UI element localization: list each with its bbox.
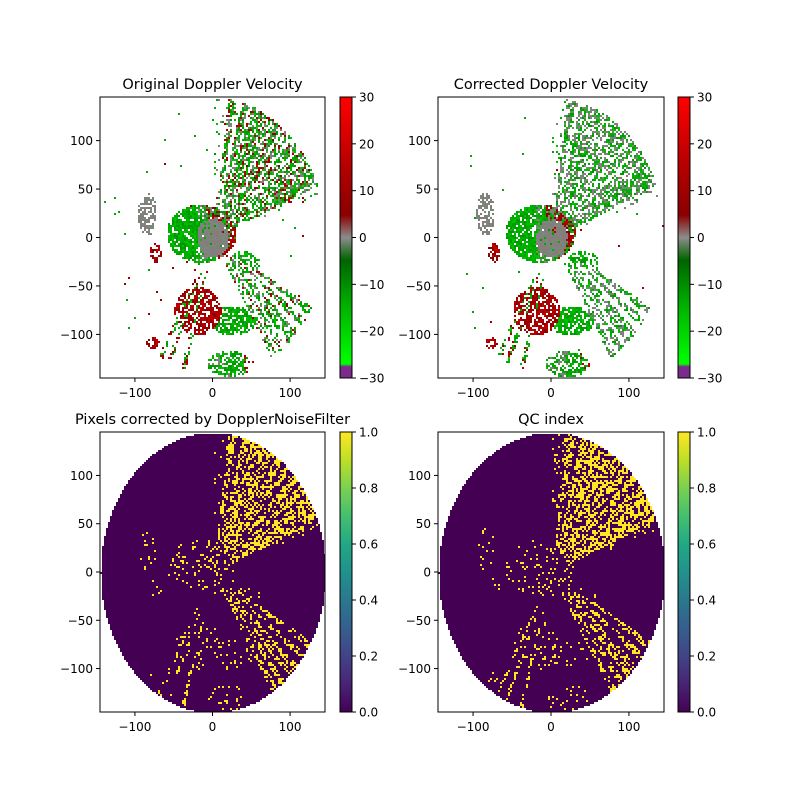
panel-4: QC index −100 0 100 −100 −50 0 50 100 0.0 0.2 0.4 0.… [398, 412, 716, 734]
panel-title: Original Doppler Velocity [122, 77, 303, 93]
y-tick-label: 0 [423, 231, 431, 245]
colorbar-tick-label: 0.6 [359, 538, 378, 552]
y-tick-label: 50 [416, 517, 431, 531]
y-tick-label: 100 [408, 469, 431, 483]
x-tick-label: 0 [547, 720, 555, 734]
colorbar-tick-label: −30 [359, 372, 384, 386]
x-tick-label: 100 [279, 720, 302, 734]
colorbar-tick-label: −30 [697, 372, 722, 386]
colorbar-tick-label: 0.6 [697, 538, 716, 552]
colorbar-tick-label: −20 [697, 325, 722, 339]
x-tick-label: 100 [617, 720, 640, 734]
panel-title: Corrected Doppler Velocity [454, 77, 649, 93]
colorbar-tick-label: 30 [359, 91, 374, 105]
panel-1: Original Doppler Velocity−100 0 100−100−50… [60, 77, 384, 400]
panel-title: Pixels corrected by DopplerNoiseFilter [75, 412, 350, 428]
y-tick-label: 100 [408, 134, 431, 148]
colorbar-tick-label: −10 [359, 278, 384, 292]
colorbar-tick-label: 0.2 [359, 650, 378, 664]
colorbar-tick-label: 0.8 [359, 482, 378, 496]
y-tick-label: 50 [78, 517, 93, 531]
colorbar-tick-label: 20 [697, 137, 712, 151]
heatmap-image [100, 97, 325, 378]
colorbar-tick-label: 0.8 [697, 482, 716, 496]
y-tick-label: −50 [406, 614, 431, 628]
y-tick-label: −50 [68, 614, 93, 628]
y-tick-label: 100 [70, 134, 93, 148]
x-tick-label: −100 [118, 386, 151, 400]
panel-2: Corrected Doppler Velocity−100 0 100−100−5… [398, 77, 722, 400]
colorbar-tick-label: 1.0 [359, 426, 378, 440]
y-tick-label: −100 [60, 328, 93, 342]
y-tick-label: −50 [68, 279, 93, 293]
x-tick-label: 100 [279, 386, 302, 400]
y-tick-label: 100 [70, 469, 93, 483]
colorbar [677, 96, 691, 379]
y-tick-label: −100 [398, 662, 431, 676]
x-tick-label: 0 [209, 386, 217, 400]
colorbar-tick-label: 0.2 [697, 650, 716, 664]
y-tick-label: −100 [60, 662, 93, 676]
colorbar-tick-label: 30 [697, 91, 712, 105]
x-tick-label: 0 [209, 720, 217, 734]
colorbar [339, 96, 353, 379]
x-tick-label: −100 [457, 386, 490, 400]
colorbar [339, 431, 353, 713]
colorbar-tick-label: 1.0 [697, 426, 716, 440]
colorbar-tick-label: 20 [359, 137, 374, 151]
colorbar-tick-label: 10 [697, 184, 712, 198]
y-tick-label: 0 [423, 566, 431, 580]
colorbar-tick-label: 0.4 [697, 594, 716, 608]
x-tick-label: 100 [617, 386, 640, 400]
colorbar-tick-label: 0 [359, 231, 367, 245]
y-tick-label: 50 [416, 183, 431, 197]
colorbar-tick-label: −10 [697, 278, 722, 292]
colorbar-tick-label: 10 [359, 184, 374, 198]
colorbar-tick-label: 0.4 [359, 594, 378, 608]
colorbar [677, 431, 691, 713]
colorbar-tick-label: 0.0 [359, 706, 378, 720]
panel-title: QC index [518, 412, 584, 428]
x-tick-label: 0 [547, 386, 555, 400]
heatmap-image [100, 432, 325, 712]
colorbar-tick-label: −20 [359, 325, 384, 339]
y-tick-label: 0 [85, 566, 93, 580]
colorbar-tick-label: 0.0 [697, 706, 716, 720]
colorbar-tick-label: 0 [697, 231, 705, 245]
panel-3: Pixels corrected by DopplerNoiseFilter −1… [60, 412, 378, 734]
x-tick-label: −100 [457, 720, 490, 734]
y-tick-label: 0 [85, 231, 93, 245]
y-tick-label: −50 [406, 279, 431, 293]
heatmap-image [438, 432, 664, 712]
x-tick-label: −100 [118, 720, 151, 734]
y-tick-label: 50 [78, 183, 93, 197]
y-tick-label: −100 [398, 328, 431, 342]
heatmap-image [438, 97, 664, 378]
